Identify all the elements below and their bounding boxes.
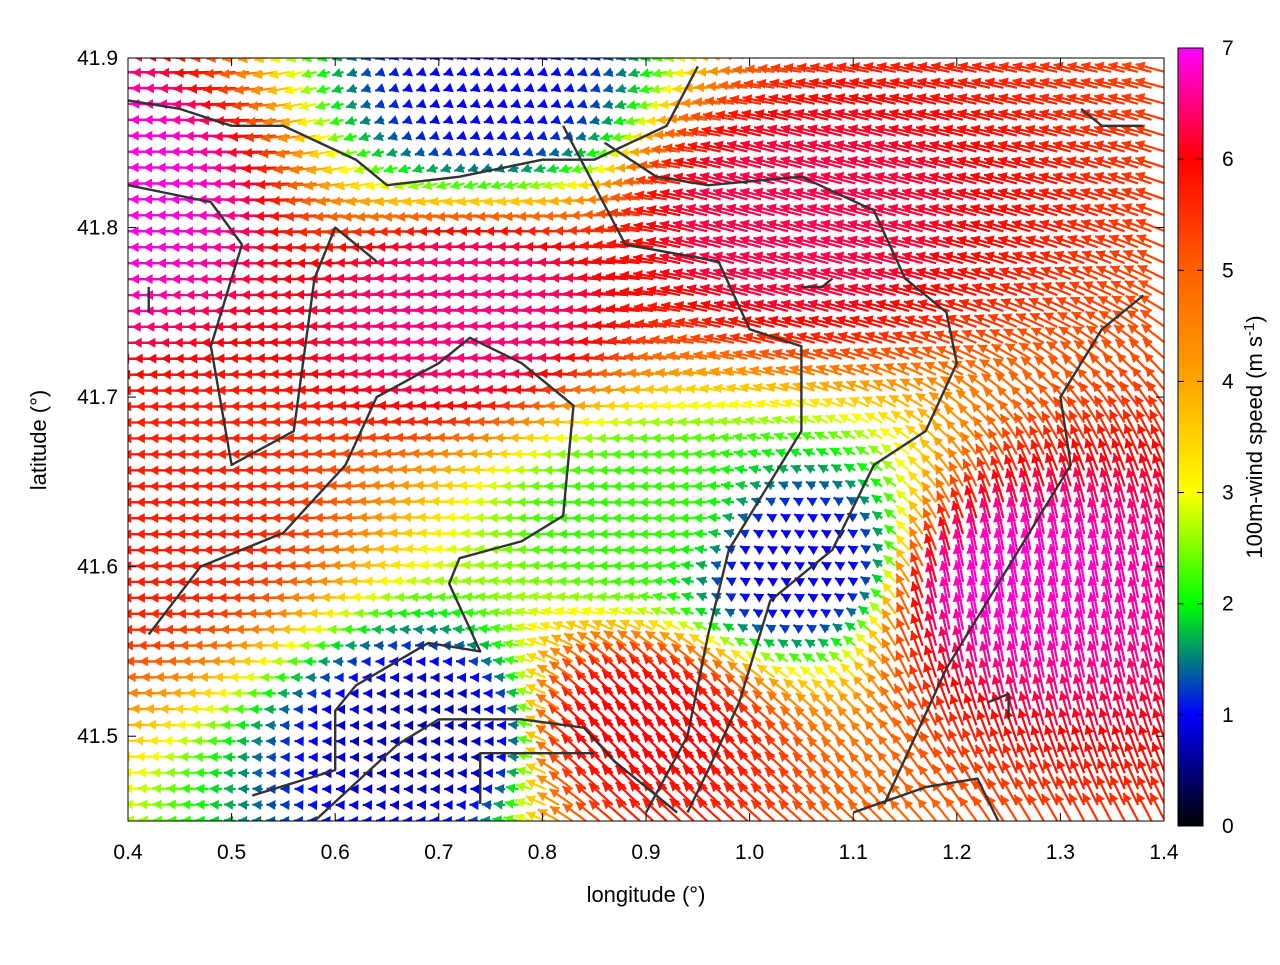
wind-arrow-head — [105, 338, 114, 348]
wind-arrow-head — [108, 768, 117, 778]
wind-arrow-head — [122, 386, 131, 396]
wind-arrow-head — [122, 481, 131, 491]
wind-arrow-head — [94, 370, 103, 380]
wind-arrow-head — [118, 720, 127, 730]
wind-arrow-head — [109, 497, 118, 507]
wind-arrow-head — [118, 322, 127, 332]
wind-arrow-head — [95, 417, 104, 427]
wind-arrow-shaft — [102, 709, 128, 710]
wind-arrow-shaft — [109, 788, 128, 789]
wind-arrow-shaft — [108, 772, 128, 773]
wind-arrow-head — [109, 593, 118, 603]
wind-arrow-head — [92, 338, 101, 348]
wind-arrow-head — [109, 609, 118, 619]
wind-arrow-head — [110, 815, 119, 825]
wind-arrow-head — [122, 513, 131, 523]
wind-arrow-head — [104, 306, 113, 316]
wind-arrow-head — [90, 306, 99, 316]
wind-arrow-head — [122, 593, 131, 603]
wind-arrow-head — [119, 338, 128, 348]
wind-arrow-head — [122, 577, 131, 587]
wind-arrow-head — [123, 609, 132, 619]
wind-arrow-head — [109, 449, 118, 459]
wind-arrow-head — [95, 481, 104, 491]
wind-arrow-head — [113, 672, 122, 682]
wind-arrow-head — [116, 704, 125, 714]
wind-arrow-head — [95, 513, 104, 523]
wind-arrow-head — [100, 688, 109, 698]
wind-arrow-head — [95, 433, 104, 443]
wind-arrow-head — [121, 752, 130, 762]
wind-arrow-head — [122, 768, 131, 778]
wind-arrow-head — [110, 641, 119, 651]
wind-arrow-head — [96, 593, 105, 603]
wind-arrow-head — [109, 545, 118, 555]
wind-arrow-head — [121, 370, 130, 380]
wind-arrow-head — [107, 370, 116, 380]
wind-arrow-head — [95, 545, 104, 555]
wind-arrow-head — [109, 529, 118, 539]
wind-arrow-head — [95, 449, 104, 459]
wind-arrow-head — [107, 354, 116, 364]
wind-arrow-head — [122, 465, 131, 475]
wind-arrow-head — [91, 322, 100, 332]
wind-arrow-head — [95, 465, 104, 475]
wind-arrow-head — [109, 481, 118, 491]
wind-arrow-shaft — [107, 756, 128, 757]
wind-arrow-head — [98, 656, 107, 666]
wind-arrow-shaft — [110, 804, 128, 805]
wind-arrow-head — [122, 497, 131, 507]
wind-arrow-head — [97, 641, 106, 651]
wind-arrow-head — [109, 433, 118, 443]
wind-arrow-head — [122, 417, 131, 427]
wind-arrow-head — [109, 783, 118, 793]
wind-arrow-head — [122, 529, 131, 539]
wind-arrow-head — [95, 529, 104, 539]
wind-arrow-head — [122, 449, 131, 459]
wind-arrow-head — [105, 322, 114, 332]
wind-arrow-shaft — [99, 677, 128, 678]
wind-arrow-head — [109, 417, 118, 427]
wind-arrow-head — [122, 433, 131, 443]
wind-arrow-head — [99, 672, 108, 682]
wind-arrow-head — [122, 561, 131, 571]
wind-arrow-head — [95, 497, 104, 507]
wind-arrow-head — [122, 401, 131, 411]
wind-arrow-head — [109, 513, 118, 523]
wind-arrow-head — [110, 625, 119, 635]
wind-arrow-head — [122, 545, 131, 555]
wind-arrow-head — [96, 625, 105, 635]
wind-arrow-head — [109, 465, 118, 475]
wind-arrow-head — [93, 354, 102, 364]
wind-arrow-shaft — [100, 693, 128, 694]
wind-arrow-head — [111, 656, 120, 666]
wind-arrow-shaft — [110, 820, 128, 821]
wind-arrow-head — [96, 609, 105, 619]
wind-arrow-head — [114, 688, 123, 698]
wind-arrow-head — [107, 752, 116, 762]
wind-arrow-head — [110, 799, 119, 809]
wind-arrow-head — [102, 704, 111, 714]
